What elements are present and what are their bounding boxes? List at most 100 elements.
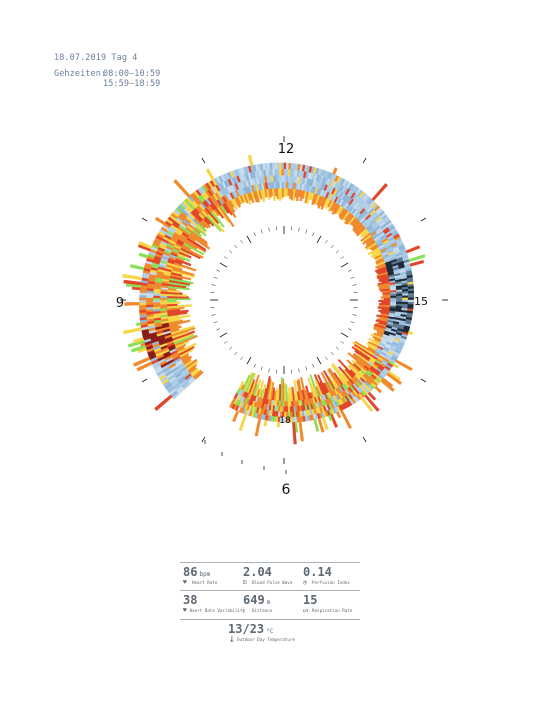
distance-unit: m [266,599,271,606]
spiral-spike [380,379,395,392]
lungs-icon: ᔕ [303,607,309,614]
spiral-spike [386,372,403,386]
spiral-spike [298,421,305,442]
inner-tick [240,239,244,244]
inner-tick [228,346,233,350]
spiral-spike [374,385,383,394]
spiral-spike [313,419,320,432]
spiral-spike [232,410,240,423]
inner-tick [211,314,216,316]
stats-row-1: 86 bpm ♥ Heart Rate 2.04 ⊡ Blood Pulse Wave… [180,562,360,591]
spiral-spike [371,183,388,202]
hrv-label: Heart Rate Variability [189,608,246,613]
inner-tick [312,232,315,237]
inner-tick [240,356,244,361]
inner-tick [330,351,334,356]
pulse-wave-icon: ⊡ [243,579,247,586]
inner-tick [223,340,228,344]
spiral-spike [132,356,151,367]
respiration-rate-label: Respiration Rate [312,608,353,613]
spiral-spike [405,245,421,254]
inner-tick [268,227,270,232]
inner-tick [350,276,355,279]
blood-pulse-wave-value: 2.04 [243,565,272,579]
spiral-spike [364,394,380,412]
clock-ticks [120,136,448,474]
spiral-spike [254,418,262,437]
stat-distance: 649 m ⁞ Distance [240,591,300,619]
outer-tick [420,217,427,222]
outer-tick [362,436,367,443]
stats-panel: 86 bpm ♥ Heart Rate 2.04 ⊡ Blood Pulse Wave… [180,562,360,649]
inner-tick [246,356,252,365]
heart-rate-unit: bpm [199,571,211,578]
blood-pulse-wave-label: Blood Pulse Wave [252,580,293,585]
outer-tick [141,217,148,222]
spiral-spike [408,254,426,263]
clock-label-12: 12 [278,142,295,157]
spiral-spike [360,397,374,412]
spiral-spike [407,330,414,335]
inner-tick [305,229,308,234]
spiral-spike [173,179,191,198]
spiral-chart: 12 15 9 18 6 [116,136,448,498]
inner-tick [316,235,322,244]
inner-tick [228,250,233,254]
spiral-spike [247,154,254,167]
hrv-value: 38 [183,593,198,607]
spiral-spike [392,363,400,369]
inner-tick [213,276,218,279]
data-bands [122,154,426,445]
stat-heart-rate-variability: 38 ♥ Heart Rate Variability [180,591,245,619]
clock-label-15: 15 [414,295,428,308]
outer-tick [141,378,148,383]
temperature-label: Outdoor Day Temperature [237,637,295,642]
heart-icon: ♥ [183,579,187,586]
inner-tick [298,227,300,232]
spiral-spike [123,279,142,286]
spiral-spike [154,394,173,412]
distance-value: 649 [243,593,265,607]
inner-tick [347,328,352,331]
inner-tick [352,314,357,316]
walk-time-2: 15:59–18:59 [103,79,161,89]
spiral-spike [332,167,338,175]
distance-label: Distance [252,608,273,613]
inner-tick [216,269,221,272]
inner-tick [260,366,263,371]
inner-tick [340,256,345,260]
spiral-spike [292,421,297,445]
spiral-spike [394,359,413,372]
respiration-rate-value: 15 [303,593,318,607]
inner-tick [211,284,216,286]
outer-tick [201,157,206,164]
stat-heart-rate: 86 bpm ♥ Heart Rate [180,563,240,590]
walk-times-label: Gehzeiten: [54,69,107,79]
heart-rate-value: 86 [183,565,198,579]
temperature-value: 13/23 [228,622,265,636]
perfusion-index-label: Perfusion Index [312,580,350,585]
inner-tick [219,332,228,338]
spiral-spike [133,337,145,344]
spiral-spike [154,216,166,226]
inner-tick [340,262,349,268]
stat-respiration-rate: 15 ᔕ Respiration Rate [300,591,360,619]
inner-tick [234,351,238,356]
inner-tick [298,368,300,373]
spiral-spike [122,327,142,335]
spiral-spike [317,417,325,433]
inner-tick [352,284,357,286]
inner-tick [350,321,355,324]
inner-tick [260,229,263,234]
heart-rate-label: Heart Rate [192,580,218,585]
spiral-spike [276,421,280,428]
inner-tick [316,356,322,365]
inner-tick [330,244,334,249]
spiral-spike [367,391,377,401]
inner-tick [268,368,270,373]
inner-tick [219,262,228,268]
clock-label-6: 6 [282,482,291,498]
stats-row-2: 38 ♥ Heart Rate Variability 649 m ⁞ Distanc… [180,591,360,620]
inner-tick [312,363,315,368]
spiral-inner-cell [238,380,245,390]
